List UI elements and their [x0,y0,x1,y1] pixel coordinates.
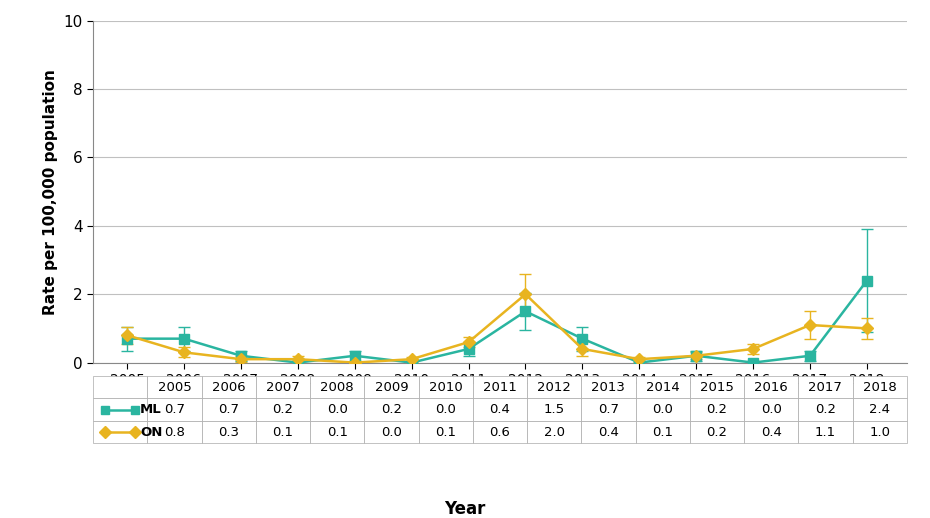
Y-axis label: Rate per 100,000 population: Rate per 100,000 population [43,69,58,314]
Text: ON: ON [140,425,163,439]
Text: Year: Year [445,500,485,518]
Text: ML: ML [140,403,162,416]
